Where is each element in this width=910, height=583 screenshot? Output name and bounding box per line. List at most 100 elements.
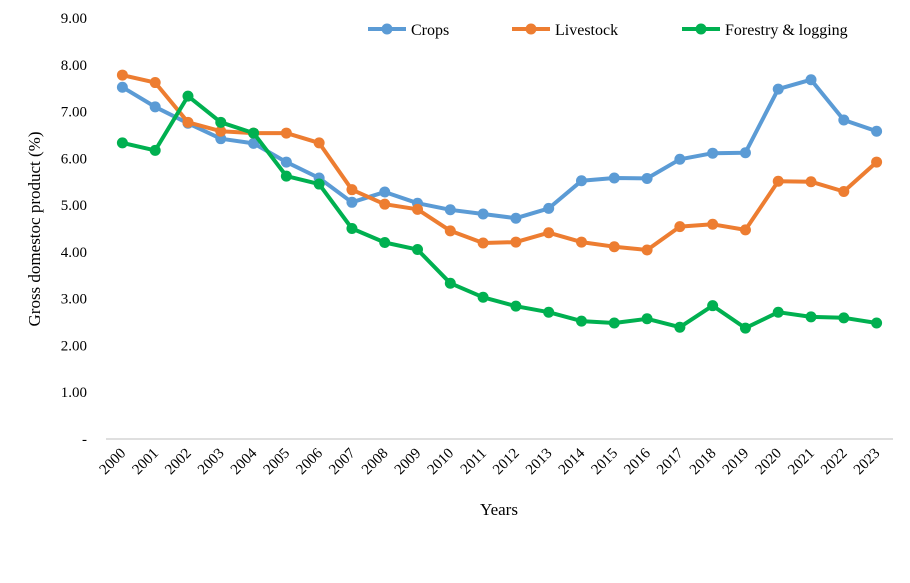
data-point <box>182 90 194 102</box>
data-point <box>838 312 850 324</box>
y-tick-label: 7.00 <box>61 105 87 121</box>
legend-item: Forestry & logging <box>682 22 848 39</box>
data-point <box>248 127 260 139</box>
data-point <box>510 212 522 224</box>
data-point <box>182 116 194 128</box>
y-tick-label: 9.00 <box>61 11 87 27</box>
x-tick-label: 2021 <box>785 446 818 479</box>
legend-marker <box>381 23 393 35</box>
data-point <box>707 300 719 312</box>
x-tick-label: 2005 <box>261 446 294 479</box>
series-layer <box>116 69 883 334</box>
x-tick-label: 2015 <box>589 446 622 479</box>
x-tick-label: 2017 <box>654 445 687 478</box>
data-point <box>674 321 686 333</box>
data-point <box>510 300 522 312</box>
data-point <box>608 241 620 253</box>
legend-label: Livestock <box>555 22 618 39</box>
data-point <box>805 176 817 188</box>
data-point <box>444 277 456 289</box>
x-tick-label: 2020 <box>753 446 786 479</box>
data-point <box>379 186 391 198</box>
data-point <box>280 156 292 168</box>
y-axis-title: Gross domestoc product (%) <box>25 132 44 327</box>
x-tick-label: 2004 <box>228 445 261 478</box>
data-point <box>707 147 719 159</box>
x-tick-label: 2016 <box>621 445 654 478</box>
data-point <box>575 175 587 187</box>
x-tick-label: 2006 <box>293 445 326 478</box>
data-point <box>280 170 292 182</box>
x-tick-label: 2009 <box>392 446 425 479</box>
data-point <box>739 322 751 334</box>
data-point <box>313 178 325 190</box>
data-point <box>510 236 522 248</box>
y-tick-label: 2.00 <box>61 338 87 354</box>
data-point <box>346 196 358 208</box>
data-point <box>543 227 555 239</box>
x-tick-label: 2000 <box>97 446 130 479</box>
data-point <box>772 83 784 95</box>
legend-label: Forestry & logging <box>725 22 848 39</box>
data-point <box>805 311 817 323</box>
y-tick-label: 3.00 <box>61 292 87 308</box>
y-tick-label: 8.00 <box>61 58 87 74</box>
data-point <box>543 202 555 214</box>
data-point <box>477 237 489 249</box>
legend-marker <box>525 23 537 35</box>
data-point <box>641 172 653 184</box>
data-point <box>248 137 260 149</box>
data-point <box>608 317 620 329</box>
data-point <box>149 77 161 89</box>
y-tick-label: 6.00 <box>61 151 87 167</box>
data-point <box>477 291 489 303</box>
y-tick-label: 1.00 <box>61 385 87 401</box>
data-point <box>149 101 161 113</box>
x-tick-label: 2003 <box>195 446 228 479</box>
data-point <box>412 203 424 215</box>
data-point <box>346 184 358 196</box>
series-2 <box>116 69 883 256</box>
x-tick-label: 2012 <box>490 446 523 479</box>
x-tick-label: 2013 <box>523 446 556 479</box>
x-tick-label: 2011 <box>458 446 490 478</box>
data-point <box>444 225 456 237</box>
data-point <box>772 175 784 187</box>
data-point <box>641 244 653 256</box>
data-point <box>313 137 325 149</box>
x-tick-label: 2002 <box>162 446 195 479</box>
data-point <box>575 236 587 248</box>
data-point <box>871 125 883 137</box>
data-point <box>346 223 358 234</box>
x-tick-label: 2022 <box>818 446 851 479</box>
series-line <box>120 94 879 331</box>
data-point <box>772 306 784 318</box>
data-point <box>608 172 620 184</box>
y-tick-label: 4.00 <box>61 245 87 261</box>
data-point <box>674 153 686 165</box>
data-point <box>149 144 161 156</box>
legend: Crops Livestock Forestry & logging <box>368 22 848 39</box>
legend-marker <box>695 23 707 35</box>
data-point <box>379 237 391 249</box>
data-point <box>477 208 489 220</box>
data-point <box>215 125 227 137</box>
x-tick-label: 2008 <box>359 446 392 479</box>
x-tick-label: 2014 <box>556 445 589 478</box>
data-point <box>116 137 128 149</box>
series-1 <box>116 74 883 224</box>
x-axis-ticks: 2000 2001 2002 2003 2004 2005 2006 2007 2008 2009… <box>97 445 884 478</box>
data-point <box>215 116 227 128</box>
data-point <box>641 313 653 325</box>
data-point <box>707 218 719 230</box>
series-line <box>120 73 879 252</box>
y-tick-label: - <box>82 432 87 448</box>
data-point <box>871 156 883 168</box>
data-point <box>674 221 686 233</box>
data-point <box>444 204 456 216</box>
data-point <box>543 306 555 318</box>
data-point <box>805 74 817 86</box>
legend-label: Crops <box>411 22 449 39</box>
y-tick-label: 5.00 <box>61 198 87 214</box>
